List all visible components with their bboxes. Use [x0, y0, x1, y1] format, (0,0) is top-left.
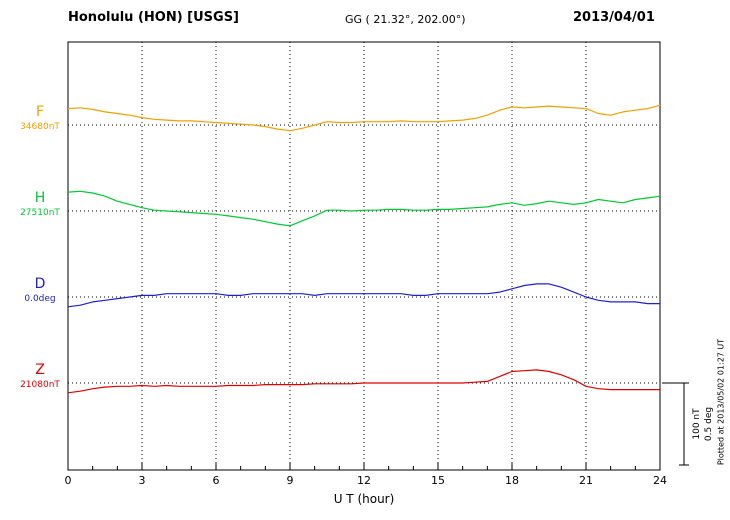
x-tick-label: 0	[64, 474, 72, 487]
series-letter: Z	[35, 362, 45, 378]
plotted-at-timestamp: Plotted at 2013/05/02 01:27 UT	[716, 338, 726, 466]
geographic-coordinates: GG ( 21.32°, 202.00°)	[345, 13, 466, 26]
series-baseline-value: 27510nT	[20, 208, 60, 218]
series-letter: H	[34, 190, 46, 206]
x-axis-title: U T (hour)	[333, 492, 395, 506]
series-baseline-value: 0.0deg	[24, 294, 56, 304]
x-tick-label: 24	[653, 474, 667, 487]
series-label-H: H 27510nT	[8, 190, 72, 219]
series-baseline-value: 21080nT	[20, 380, 60, 390]
scale-bar-deg-label: 0.5 deg	[704, 406, 714, 442]
series-baseline-value: 34680nT	[20, 122, 60, 132]
series-letter: D	[34, 276, 46, 292]
x-tick-label: 6	[212, 474, 220, 487]
x-tick-label: 15	[431, 474, 445, 487]
x-tick-label: 3	[138, 474, 146, 487]
x-tick-label: 12	[357, 474, 371, 487]
series-label-D: D 0.0deg	[8, 276, 72, 305]
x-tick-label: 9	[286, 474, 294, 487]
series-letter: F	[35, 104, 45, 120]
series-label-F: F 34680nT	[8, 104, 72, 133]
station-title: Honolulu (HON) [USGS]	[68, 10, 239, 25]
series-label-Z: Z 21080nT	[8, 362, 72, 391]
plot-date: 2013/04/01	[573, 10, 655, 25]
x-tick-label: 21	[579, 474, 593, 487]
scale-bar-nt-label: 100 nT	[692, 408, 702, 440]
x-tick-label: 18	[505, 474, 519, 487]
